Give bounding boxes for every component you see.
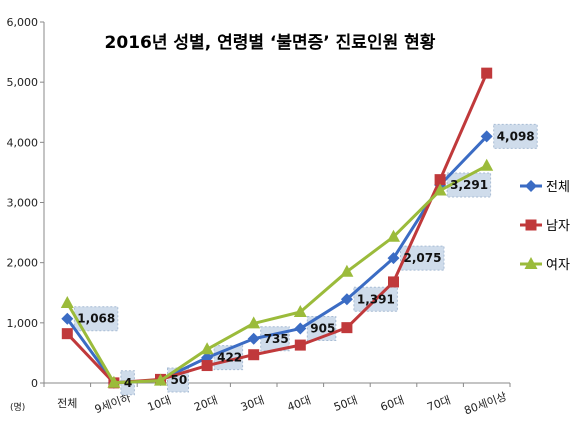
x-tick-label: 80세이상	[462, 390, 508, 417]
data-point	[481, 67, 493, 79]
legend-marker	[525, 180, 537, 192]
data-point	[107, 375, 121, 388]
x-tick-label: 40대	[286, 393, 313, 413]
data-point	[247, 316, 261, 329]
y-tick-label: 2,000	[7, 257, 39, 270]
data-label: 2,075	[404, 251, 442, 265]
data-point	[480, 130, 493, 143]
data-point	[340, 264, 354, 277]
y-tick-label: 3,000	[7, 197, 39, 210]
legend-marker	[525, 219, 537, 231]
data-label-box	[400, 245, 445, 271]
chart-title: 2016년 성별, 연령별 ‘불면증’ 진료인원 현황	[105, 32, 436, 53]
legend-marker	[524, 257, 538, 269]
series-line	[66, 164, 488, 385]
data-point	[340, 293, 353, 306]
data-point	[387, 229, 400, 242]
data-labels: 1,068 4 50 422 735 905 1,391 2,075 3,291 4,098	[77, 129, 534, 389]
y-tick-label: 1,000	[7, 317, 39, 330]
x-tick-label: 70대	[425, 393, 452, 413]
data-label: 4,098	[497, 129, 535, 143]
data-label: 422	[217, 351, 242, 365]
data-point	[294, 322, 307, 335]
data-point	[480, 158, 494, 171]
data-label: 905	[310, 322, 335, 336]
y-tick-label: 0	[31, 377, 38, 390]
x-tick-label: 10대	[146, 393, 173, 413]
data-point	[388, 276, 399, 288]
data-point	[154, 373, 167, 386]
data-label-box	[493, 123, 538, 149]
data-point	[200, 342, 214, 355]
data-label: 4	[124, 376, 132, 390]
series-triangle	[60, 158, 494, 388]
data-point	[247, 332, 260, 345]
y-tick-label: 6,000	[7, 16, 39, 29]
data-point	[61, 328, 73, 340]
y-tick-label: 4,000	[7, 136, 39, 149]
data-point	[61, 312, 74, 325]
data-label-box	[446, 172, 492, 198]
data-point	[201, 360, 213, 372]
data-label: 3,291	[450, 178, 488, 192]
unit-label: (명)	[10, 402, 25, 413]
series-lines	[60, 67, 494, 389]
data-point	[60, 295, 74, 308]
data-point	[248, 349, 260, 361]
data-label: 50	[171, 373, 188, 387]
x-tick-label: 50대	[332, 393, 359, 413]
data-point	[294, 339, 306, 351]
data-point	[341, 322, 353, 334]
data-label: 1,068	[77, 312, 115, 326]
data-label-boxes	[73, 123, 538, 396]
data-label: 735	[264, 332, 289, 346]
x-tick-label: 30대	[239, 393, 266, 413]
legend-label: 남자	[546, 219, 570, 234]
x-tick-label: 전체	[57, 397, 77, 410]
data-label: 1,391	[357, 292, 395, 306]
legend-label: 여자	[546, 258, 570, 273]
data-point	[433, 183, 447, 196]
x-tick-label: 60대	[379, 393, 406, 413]
y-tick-label: 5,000	[7, 76, 39, 89]
data-point	[387, 252, 400, 265]
x-tick-label: 20대	[192, 393, 219, 413]
data-point	[434, 174, 446, 186]
y-tick-labels: 0 1,000 2,000 3,000 4,000 5,000 6,000	[7, 16, 39, 390]
data-point	[293, 305, 307, 318]
legend-label: 전체	[546, 180, 570, 195]
